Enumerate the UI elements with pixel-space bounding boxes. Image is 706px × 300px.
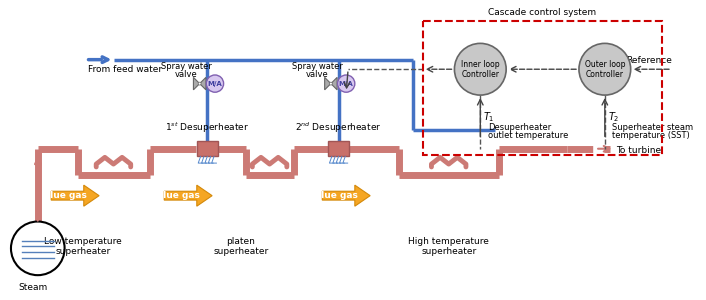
Text: platen: platen xyxy=(227,237,256,246)
Text: temperature (SST): temperature (SST) xyxy=(613,131,690,140)
Text: superheater: superheater xyxy=(55,248,110,256)
Bar xyxy=(197,141,218,156)
Text: superheater: superheater xyxy=(213,248,268,256)
Text: Controller: Controller xyxy=(461,70,499,79)
Text: Steam: Steam xyxy=(18,283,47,292)
Text: $T_1$: $T_1$ xyxy=(483,110,495,124)
Text: To turbine: To turbine xyxy=(616,146,662,155)
Polygon shape xyxy=(325,77,331,90)
Circle shape xyxy=(11,221,65,275)
Text: Low temperature: Low temperature xyxy=(44,237,121,246)
Polygon shape xyxy=(193,77,200,90)
Circle shape xyxy=(330,82,333,85)
Text: superheater: superheater xyxy=(421,248,477,256)
Polygon shape xyxy=(52,185,99,206)
Text: Superheater steam: Superheater steam xyxy=(613,123,693,132)
Text: Desuperheater: Desuperheater xyxy=(488,123,551,132)
Polygon shape xyxy=(322,185,370,206)
Text: 2$^{nd}$ Desuperheater: 2$^{nd}$ Desuperheater xyxy=(295,121,382,135)
Text: 1$^{st}$ Desuperheater: 1$^{st}$ Desuperheater xyxy=(165,121,249,135)
Text: Spray water: Spray water xyxy=(292,62,343,71)
Text: outlet temperature: outlet temperature xyxy=(488,131,568,140)
Polygon shape xyxy=(331,77,337,90)
Text: Outer loop: Outer loop xyxy=(585,60,625,69)
Text: Spray water: Spray water xyxy=(161,62,212,71)
Circle shape xyxy=(198,82,201,85)
Text: Flue gas: Flue gas xyxy=(157,191,201,200)
Text: Cascade control system: Cascade control system xyxy=(489,8,597,16)
Text: M/A: M/A xyxy=(339,81,354,87)
Text: valve: valve xyxy=(306,70,329,80)
Bar xyxy=(328,141,349,156)
Text: From feed water: From feed water xyxy=(88,65,162,74)
Text: $T_2$: $T_2$ xyxy=(608,110,619,124)
Circle shape xyxy=(579,44,630,95)
Text: Reference: Reference xyxy=(626,56,672,65)
Polygon shape xyxy=(200,77,206,90)
Text: Flue gas: Flue gas xyxy=(316,191,359,200)
Text: Controller: Controller xyxy=(586,70,624,79)
Text: High temperature: High temperature xyxy=(408,237,489,246)
Text: valve: valve xyxy=(175,70,198,80)
Text: Inner loop: Inner loop xyxy=(461,60,500,69)
Text: M/A: M/A xyxy=(208,81,222,87)
Circle shape xyxy=(455,44,506,95)
Circle shape xyxy=(337,75,355,92)
Bar xyxy=(423,21,662,155)
Polygon shape xyxy=(164,185,212,206)
Circle shape xyxy=(206,75,224,92)
Text: Flue gas: Flue gas xyxy=(44,191,88,200)
